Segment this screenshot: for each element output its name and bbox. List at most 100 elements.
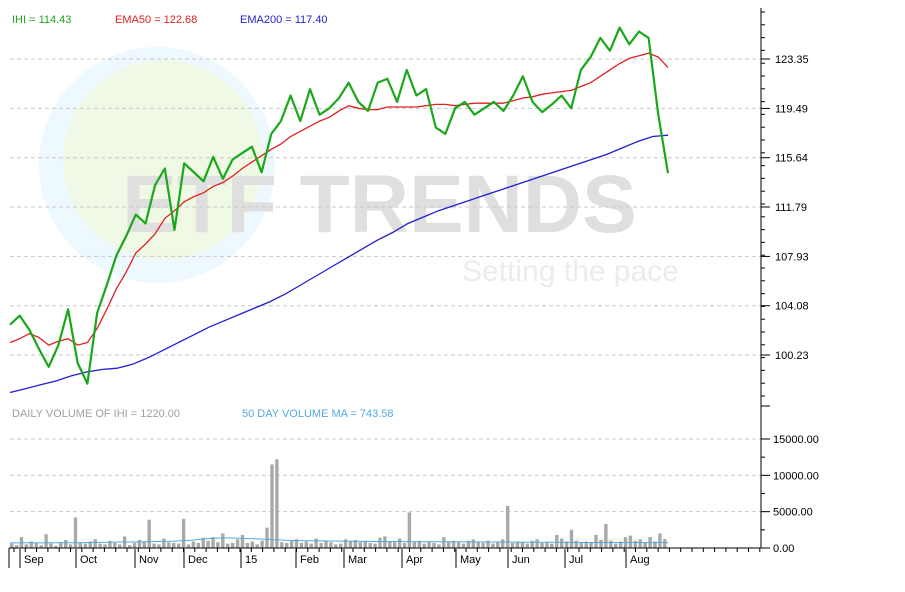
volume-bar <box>299 542 304 548</box>
volume-bar <box>250 541 254 548</box>
volume-bar <box>339 543 343 548</box>
volume-bar <box>59 542 63 548</box>
volume-bar <box>167 542 171 548</box>
volume-bar <box>64 540 68 548</box>
volume-bar <box>545 542 549 548</box>
ema200-line <box>9 134 669 394</box>
volume-bar <box>68 544 73 548</box>
volume-bar <box>437 544 441 548</box>
volume-bar <box>49 543 53 548</box>
volume-bar <box>663 539 667 548</box>
volume-bar <box>294 539 299 548</box>
volume-bar <box>628 535 633 548</box>
volume-bar <box>589 542 593 548</box>
volume-bar <box>265 527 269 548</box>
volume-tick-label: 5000.00 <box>773 507 813 519</box>
volume-bar <box>181 518 186 548</box>
volume-bar <box>402 542 407 548</box>
ema50-line <box>9 52 669 346</box>
volume-bar <box>88 541 92 548</box>
volume-bar <box>461 543 466 548</box>
volume-bar <box>226 543 230 548</box>
volume-bar <box>466 540 471 548</box>
volume-axis: 0.00 5000.00 10000.00 15000.00 <box>761 434 819 555</box>
volume-bar <box>196 542 200 548</box>
volume-bar <box>618 541 623 548</box>
legend-volume-ma: 50 DAY VOLUME MA = 743.58 <box>242 408 394 420</box>
x-tick-label: Oct <box>80 554 97 566</box>
volume-bar <box>510 542 515 548</box>
volume-bar <box>186 544 191 548</box>
volume-bar <box>324 540 328 548</box>
volume-bar <box>348 541 353 548</box>
volume-bar <box>343 539 348 548</box>
x-tick-label: 15 <box>245 554 257 566</box>
volume-bar <box>638 539 642 548</box>
volume-bar <box>54 545 58 548</box>
volume-bar <box>255 544 259 548</box>
x-tick-label: Dec <box>188 554 208 566</box>
volume-bar <box>393 542 397 548</box>
volume-bar <box>98 543 102 548</box>
volume-ma-line <box>9 537 668 544</box>
legend-volume: DAILY VOLUME OF IHI = 1220.00 <box>12 408 180 420</box>
volume-bar <box>118 544 122 548</box>
volume-bar <box>137 540 142 548</box>
volume-bar <box>231 542 235 548</box>
volume-bar <box>177 543 181 548</box>
x-tick-label: Nov <box>139 554 159 566</box>
volume-bar <box>304 541 308 548</box>
x-tick-label: May <box>460 554 481 566</box>
price-axis: 100.23 104.08 107.93 111.79 115.64 119.49 123.… <box>761 11 809 407</box>
volume-bar <box>39 545 43 548</box>
x-tick-label: Apr <box>406 554 423 566</box>
volume-bar <box>456 542 461 548</box>
volume-bar <box>643 542 647 548</box>
volume-bar <box>432 542 436 548</box>
volume-bar <box>442 537 446 548</box>
volume-bar <box>83 543 88 548</box>
volume-bar <box>564 541 569 548</box>
volume-bar <box>486 540 490 548</box>
volume-bar <box>309 543 313 548</box>
volume-bar <box>270 464 274 548</box>
volume-bar <box>44 534 48 548</box>
volume-bar <box>614 543 618 548</box>
volume-bar <box>142 541 146 548</box>
volume-bar <box>427 541 431 548</box>
volume-bar <box>530 540 534 548</box>
volume-bar <box>550 543 554 548</box>
volume-bar <box>506 505 510 548</box>
volume-bar <box>34 542 38 548</box>
price-tick-label: 100.23 <box>775 350 809 362</box>
volume-bar <box>525 543 529 548</box>
volume-bar <box>280 542 284 548</box>
volume-bar <box>221 533 225 548</box>
volume-tick-label: 0.00 <box>773 543 794 555</box>
volume-bar <box>407 512 412 548</box>
volume-tick-label: 15000.00 <box>773 434 819 446</box>
volume-bar <box>172 542 176 548</box>
volume-bar <box>319 542 323 548</box>
volume-bar <box>289 540 294 548</box>
volume-bar <box>216 542 220 548</box>
volume-bar <box>447 541 451 548</box>
volume-bar <box>73 517 78 548</box>
volume-bar <box>633 540 637 548</box>
legend-ema50: EMA50 = 122.68 <box>115 14 197 26</box>
volume-bar <box>579 542 583 548</box>
volume-bar <box>152 543 156 548</box>
price-tick-label: 107.93 <box>775 251 809 263</box>
volume-bar <box>201 537 205 548</box>
volume-bar <box>417 540 421 548</box>
volume-bar <box>358 542 362 548</box>
volume-bar <box>501 539 505 548</box>
volume-bar <box>560 538 564 548</box>
volume-bar <box>368 542 372 548</box>
volume-bar <box>29 541 33 548</box>
volume-bar <box>353 540 358 548</box>
volume-bar <box>599 540 603 548</box>
x-axis: Sep Oct Nov Dec 15 Feb Mar Apr May Jun Jul Aug <box>13 548 761 568</box>
volume-bar <box>211 537 215 548</box>
